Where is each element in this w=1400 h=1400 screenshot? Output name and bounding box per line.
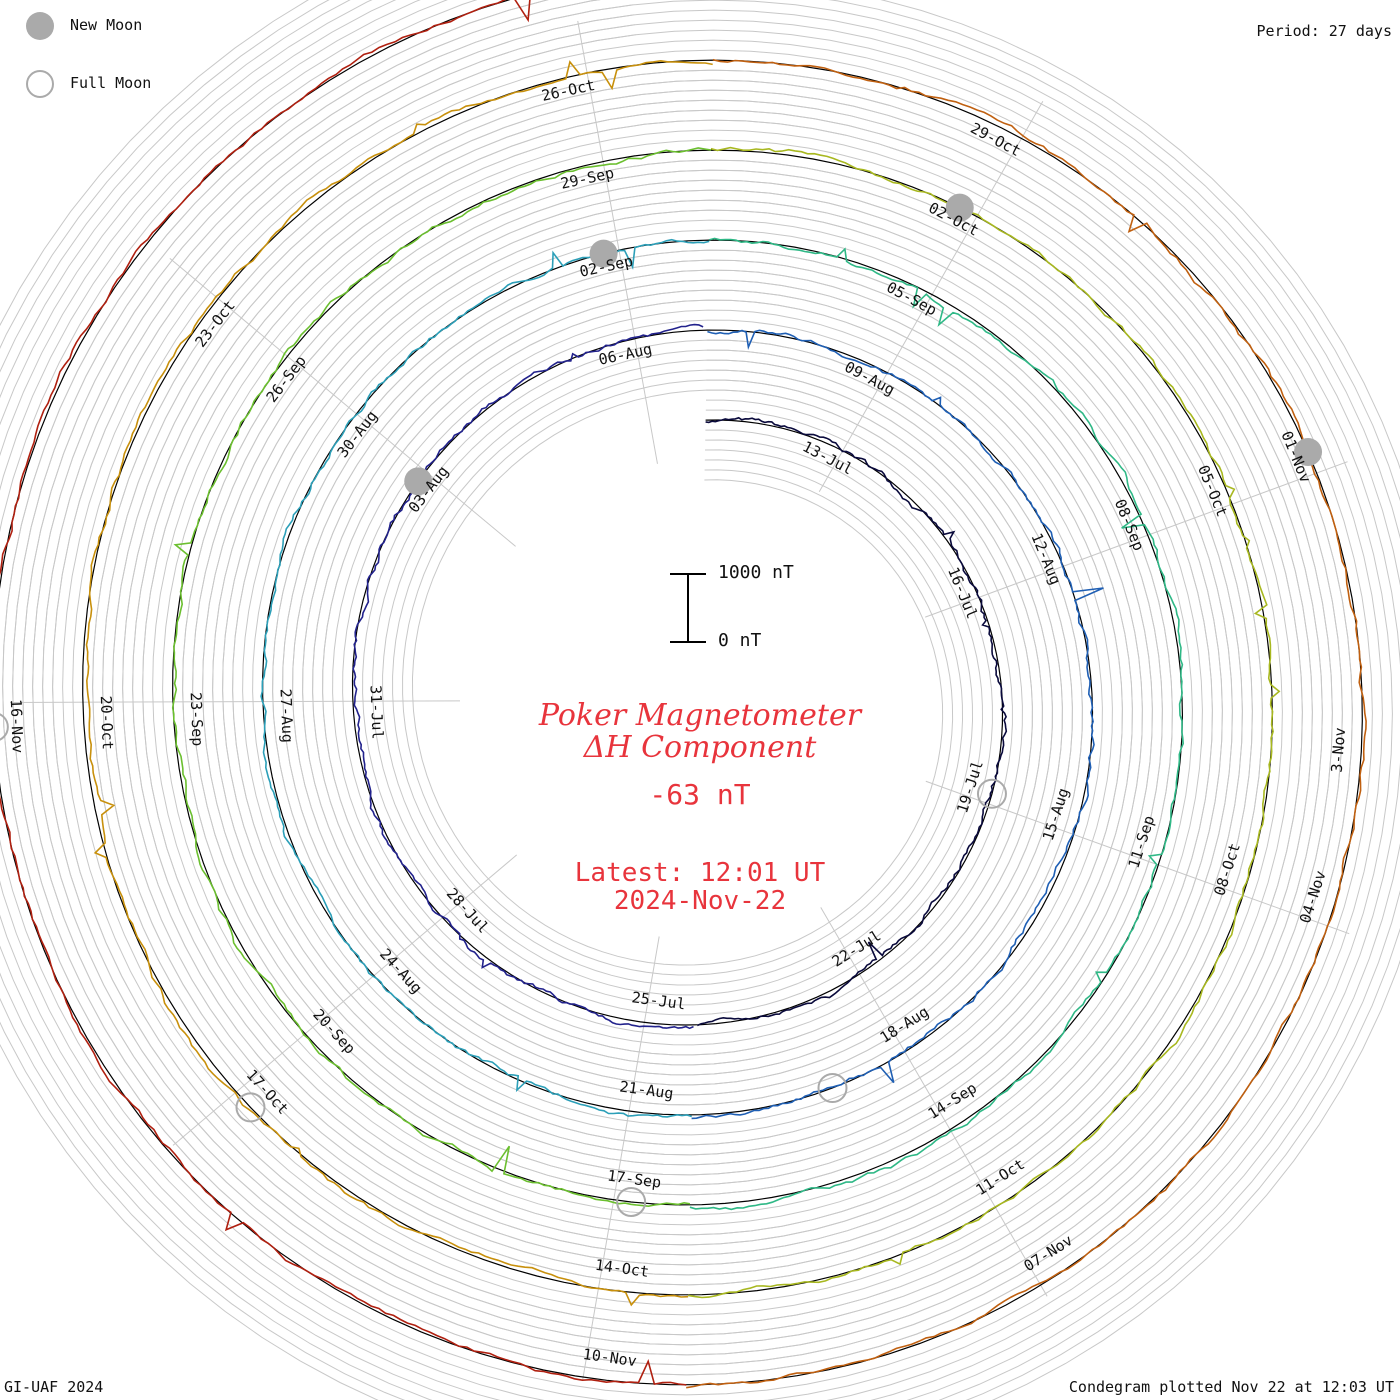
date-tick-17: 02-Sep [578,252,635,281]
trace-segment-3 [260,238,710,1118]
trace-segment-9 [0,0,687,1386]
date-tick-24: 23-Sep [187,692,207,747]
scale-top-label: 1000 nT [718,562,794,583]
date-tick-6: 31-Jul [367,685,387,740]
trace-segment-5 [171,147,712,1208]
magnetometer-trace [0,0,1367,1389]
day-spokes [10,20,1350,1381]
baseline-spiral [0,0,1363,1386]
date-tick-40: 10-Nov [582,1345,638,1370]
current-value: -63 nT [649,778,751,811]
date-tick-33: 20-Oct [97,695,117,750]
footer-plotted: Condegram plotted Nov 22 at 12:03 UT [1068,1378,1394,1396]
date-tick-26: 29-Sep [559,164,616,193]
date-tick-41: 3-Nov [1328,727,1349,773]
date-tick-1: 16-Jul [944,564,981,621]
date-tick-4: 25-Jul [631,988,687,1013]
period-label: Period: 27 days [1256,22,1392,40]
date-tick-8: 06-Aug [597,340,654,369]
date-tick-13: 21-Aug [618,1077,674,1102]
date-tick-22: 17-Sep [606,1167,662,1192]
date-tick-28: 05-Oct [1194,462,1231,519]
full-moon-marker-2 [616,1186,647,1217]
chart-title-line2: ΔH Component [583,730,817,765]
new-moon-marker-2 [1294,438,1323,467]
day-spoke-7 [169,257,516,547]
day-spoke-6 [10,700,461,703]
day-spoke-8 [577,20,658,464]
trace-segment-7 [85,59,713,1307]
new-moon-marker-0 [589,239,618,268]
grid-spiral-8 [0,0,1373,1396]
day-spoke-5 [172,854,518,1146]
date-tick-34: 23-Oct [191,297,238,351]
chart-title-line1: Poker Magnetometer [538,698,862,733]
day-spoke-0 [818,100,1044,492]
trace-segment-6 [687,146,1281,1299]
date-tick-31: 14-Oct [594,1256,650,1281]
legend-full-moon-label: Full Moon [70,74,152,92]
trace-segment-0 [696,416,1008,1027]
date-tick-42: 16-Nov [7,699,27,754]
trace-segment-1 [352,323,704,1030]
date-tick-35: 26-Oct [540,76,597,105]
full-moon-marker-0 [0,713,9,741]
full-moon-swatch [26,70,54,98]
latest-date: 2024-Nov-22 [613,886,787,916]
new-moon-marker-1 [945,193,974,222]
trace-segment-8 [686,58,1367,1389]
new-moon-swatch [26,12,54,40]
day-spoke-4 [582,936,660,1381]
trace-segment-2 [691,329,1104,1120]
date-tick-15: 27-Aug [277,688,297,743]
scale-bar [670,573,706,643]
latest-time: Latest: 12:01 UT [574,858,826,888]
legend-new-moon-label: New Moon [70,16,143,34]
grid-spiral-6 [2,0,1353,1376]
date-tick-10: 12-Aug [1027,530,1064,587]
grid-spiral-5 [12,0,1343,1366]
moon-phase-markers [0,193,1323,1217]
day-spoke-1 [925,461,1348,618]
full-moon-marker-1 [235,1092,266,1123]
trace-segment-4 [689,237,1185,1211]
baseline-spiral-path [0,0,1363,1386]
full-moon-marker-3 [817,1073,848,1104]
full-moon-marker-4 [976,778,1007,809]
footer-credit: GI-UAF 2024 [4,1378,104,1396]
new-moon-marker-3 [404,467,433,496]
date-tick-16: 30-Aug [334,407,381,461]
scale-bottom-label: 0 nT [718,630,762,651]
